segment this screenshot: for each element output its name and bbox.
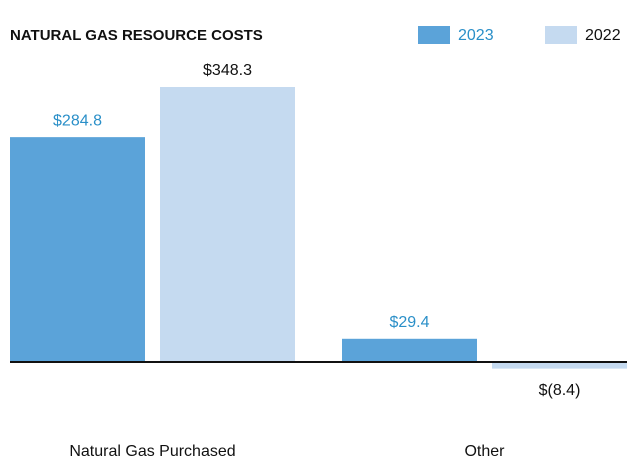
- legend-label: 2023: [458, 27, 494, 44]
- value-label: $284.8: [53, 112, 102, 129]
- bar: [160, 87, 295, 362]
- chart-title: NATURAL GAS RESOURCE COSTS: [10, 27, 263, 44]
- bar: [10, 137, 145, 362]
- value-label: $29.4: [389, 314, 429, 331]
- x-tick-label: Natural Gas Purchased: [69, 443, 235, 460]
- x-tick-label: Other: [464, 443, 505, 460]
- legend-swatch: [545, 26, 577, 44]
- bar: [492, 362, 627, 369]
- value-label: $(8.4): [539, 382, 581, 399]
- legend-label: 2022: [585, 27, 621, 44]
- value-label: $348.3: [203, 62, 252, 79]
- bar: [342, 338, 477, 362]
- legend-swatch: [418, 26, 450, 44]
